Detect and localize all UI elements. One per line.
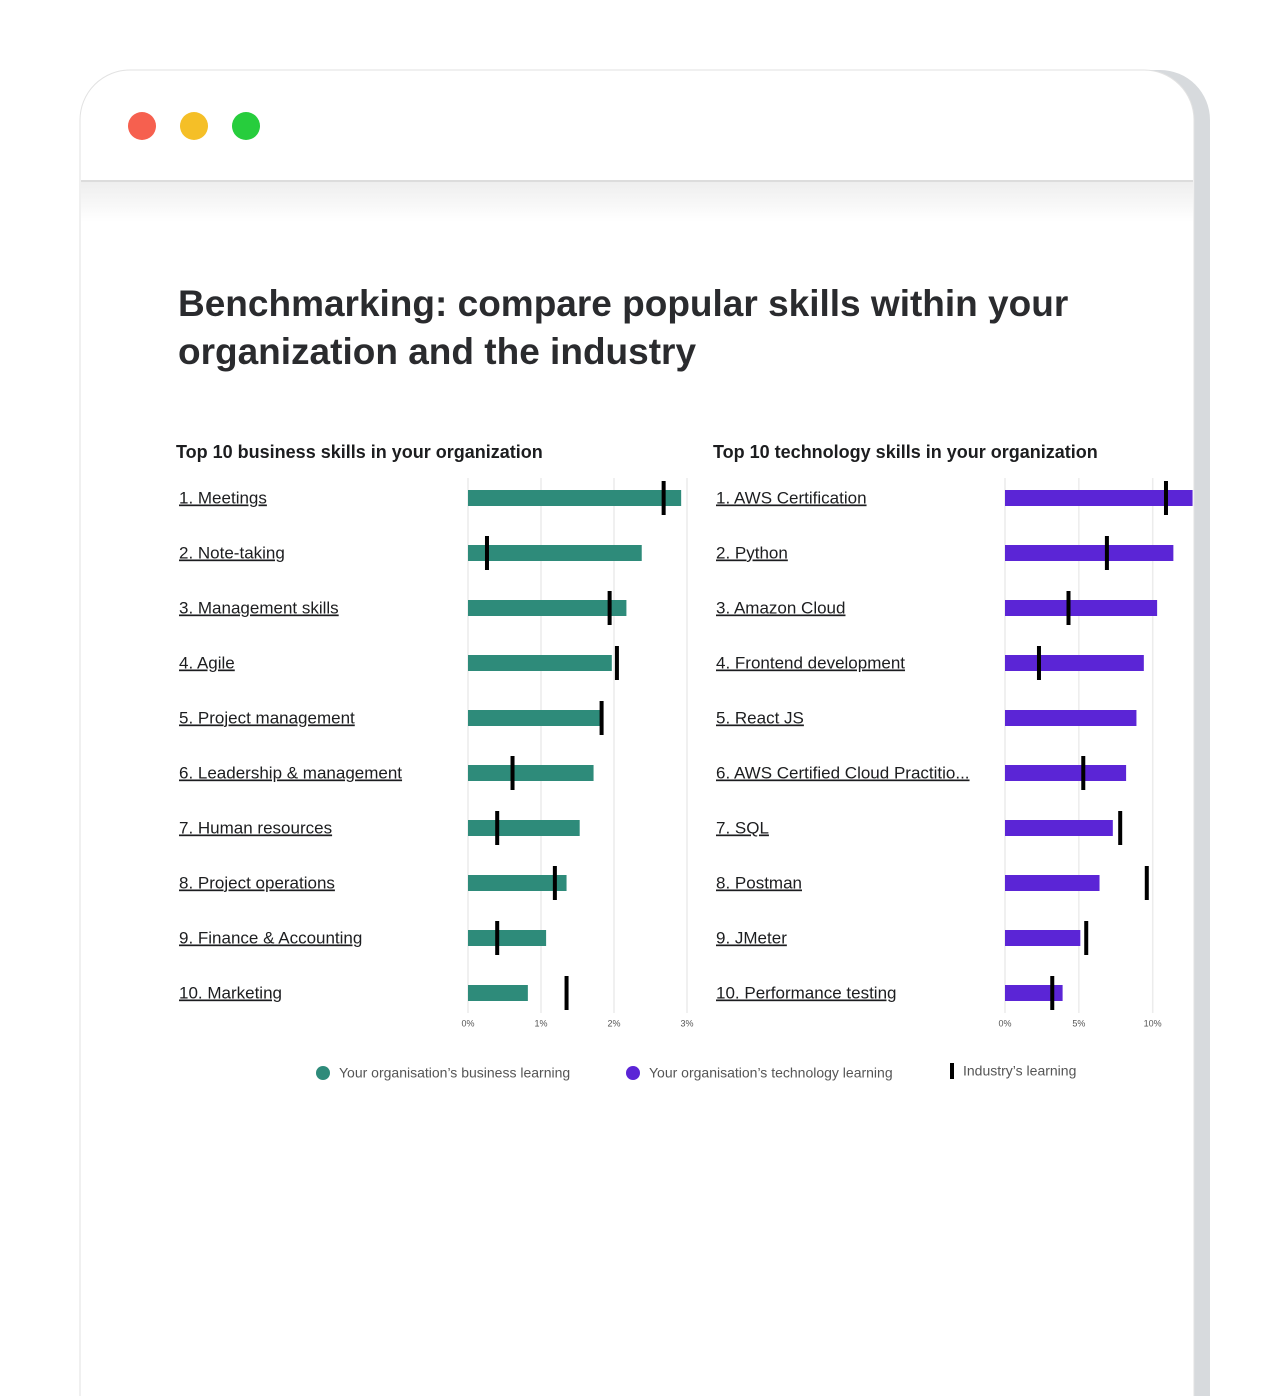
x-tick-label: 0%	[461, 1018, 474, 1028]
skill-link[interactable]: 10. Marketing	[179, 983, 282, 1002]
industry-marker	[510, 756, 515, 790]
bar	[468, 545, 642, 561]
skill-link[interactable]: 9. Finance & Accounting	[179, 928, 362, 947]
x-tick-label: 3%	[680, 1018, 693, 1028]
skill-link[interactable]: 7. Human resources	[179, 818, 332, 837]
bar	[1005, 490, 1193, 506]
legend-label: Industry’s learning	[963, 1063, 1076, 1079]
bar	[468, 600, 627, 616]
x-tick-label: 2%	[607, 1018, 620, 1028]
industry-marker	[1066, 591, 1071, 625]
industry-marker	[661, 481, 666, 515]
bar	[468, 710, 602, 726]
bar	[1005, 600, 1158, 616]
skill-link[interactable]: 3. Amazon Cloud	[716, 598, 845, 617]
industry-marker	[1144, 866, 1149, 900]
industry-marker	[614, 646, 619, 680]
skill-link[interactable]: 4. Agile	[179, 653, 235, 672]
close-button[interactable]	[128, 112, 156, 140]
legend-label: Your organisation’s technology learning	[649, 1065, 893, 1081]
bar	[1005, 930, 1081, 946]
skill-link[interactable]: 10. Performance testing	[716, 983, 896, 1002]
bar	[1005, 710, 1137, 726]
chart-subtitle: Top 10 technology skills in your organiz…	[713, 442, 1098, 462]
industry-marker	[1163, 481, 1168, 515]
bar	[1005, 875, 1100, 891]
skill-link[interactable]: 8. Postman	[716, 873, 802, 892]
chart-subtitle: Top 10 business skills in your organizat…	[176, 442, 543, 462]
skill-link[interactable]: 5. React JS	[716, 708, 804, 727]
skill-link[interactable]: 4. Frontend development	[716, 653, 905, 672]
maximize-button[interactable]	[232, 112, 260, 140]
industry-marker	[564, 976, 569, 1010]
x-tick-label: 0%	[998, 1018, 1011, 1028]
skill-link[interactable]: 6. Leadership & management	[179, 763, 402, 782]
charts: Top 10 business skills in your organizat…	[176, 442, 1193, 1028]
x-tick-label: 5%	[1072, 1018, 1085, 1028]
bar	[468, 765, 594, 781]
industry-marker	[484, 536, 489, 570]
industry-marker	[1081, 756, 1086, 790]
bar	[1005, 985, 1063, 1001]
minimize-button[interactable]	[180, 112, 208, 140]
bar	[468, 490, 682, 506]
bar	[1005, 820, 1113, 836]
window	[79, 69, 1195, 1396]
legend-label: Your organisation’s business learning	[339, 1065, 570, 1081]
bar	[468, 655, 612, 671]
industry-marker	[495, 921, 500, 955]
industry-marker	[1084, 921, 1089, 955]
skill-link[interactable]: 1. Meetings	[179, 488, 267, 507]
skill-link[interactable]: 9. JMeter	[716, 928, 787, 947]
skill-link[interactable]: 2. Python	[716, 543, 788, 562]
industry-marker	[1118, 811, 1123, 845]
x-tick-label: 10%	[1144, 1018, 1162, 1028]
industry-marker	[1104, 536, 1109, 570]
industry-marker	[1036, 646, 1041, 680]
industry-marker	[599, 701, 604, 735]
skill-link[interactable]: 5. Project management	[179, 708, 355, 727]
industry-marker	[495, 811, 500, 845]
legend-swatch	[950, 1063, 954, 1079]
skill-link[interactable]: 1. AWS Certification	[716, 488, 867, 507]
bar	[1005, 765, 1127, 781]
x-tick-label: 1%	[534, 1018, 547, 1028]
bar	[468, 820, 580, 836]
skill-link[interactable]: 6. AWS Certified Cloud Practitio...	[716, 763, 970, 782]
skill-link[interactable]: 3. Management skills	[179, 598, 339, 617]
legend-swatch	[316, 1066, 330, 1080]
industry-marker	[607, 591, 612, 625]
toolbar-shadow	[81, 182, 1193, 222]
industry-marker	[1050, 976, 1055, 1010]
bar	[1005, 655, 1144, 671]
bar	[1005, 545, 1174, 561]
bar	[468, 985, 528, 1001]
page-title: Benchmarking: compare popular skills wit…	[178, 283, 1069, 372]
bar	[468, 875, 567, 891]
legend-swatch	[626, 1066, 640, 1080]
legend: Your organisation’s business learning You…	[316, 1063, 1076, 1081]
skill-link[interactable]: 8. Project operations	[179, 873, 335, 892]
industry-marker	[552, 866, 557, 900]
bar	[468, 930, 547, 946]
skill-link[interactable]: 7. SQL	[716, 818, 769, 837]
skill-link[interactable]: 2. Note-taking	[179, 543, 285, 562]
